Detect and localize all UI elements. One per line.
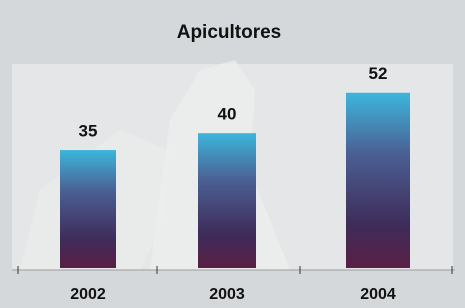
- bar: [60, 150, 116, 268]
- x-tick-label: 2002: [70, 286, 106, 303]
- data-label: 52: [369, 64, 388, 83]
- x-tick-label: 2003: [209, 286, 245, 303]
- chart: Apicultores 35 2002 40 2003 52 2004: [0, 0, 465, 308]
- bar: [198, 133, 256, 268]
- data-label: 40: [218, 105, 237, 124]
- data-label: 35: [79, 122, 98, 141]
- bar: [346, 93, 410, 268]
- x-tick-label: 2004: [360, 286, 396, 303]
- chart-title: Apicultores: [177, 22, 282, 43]
